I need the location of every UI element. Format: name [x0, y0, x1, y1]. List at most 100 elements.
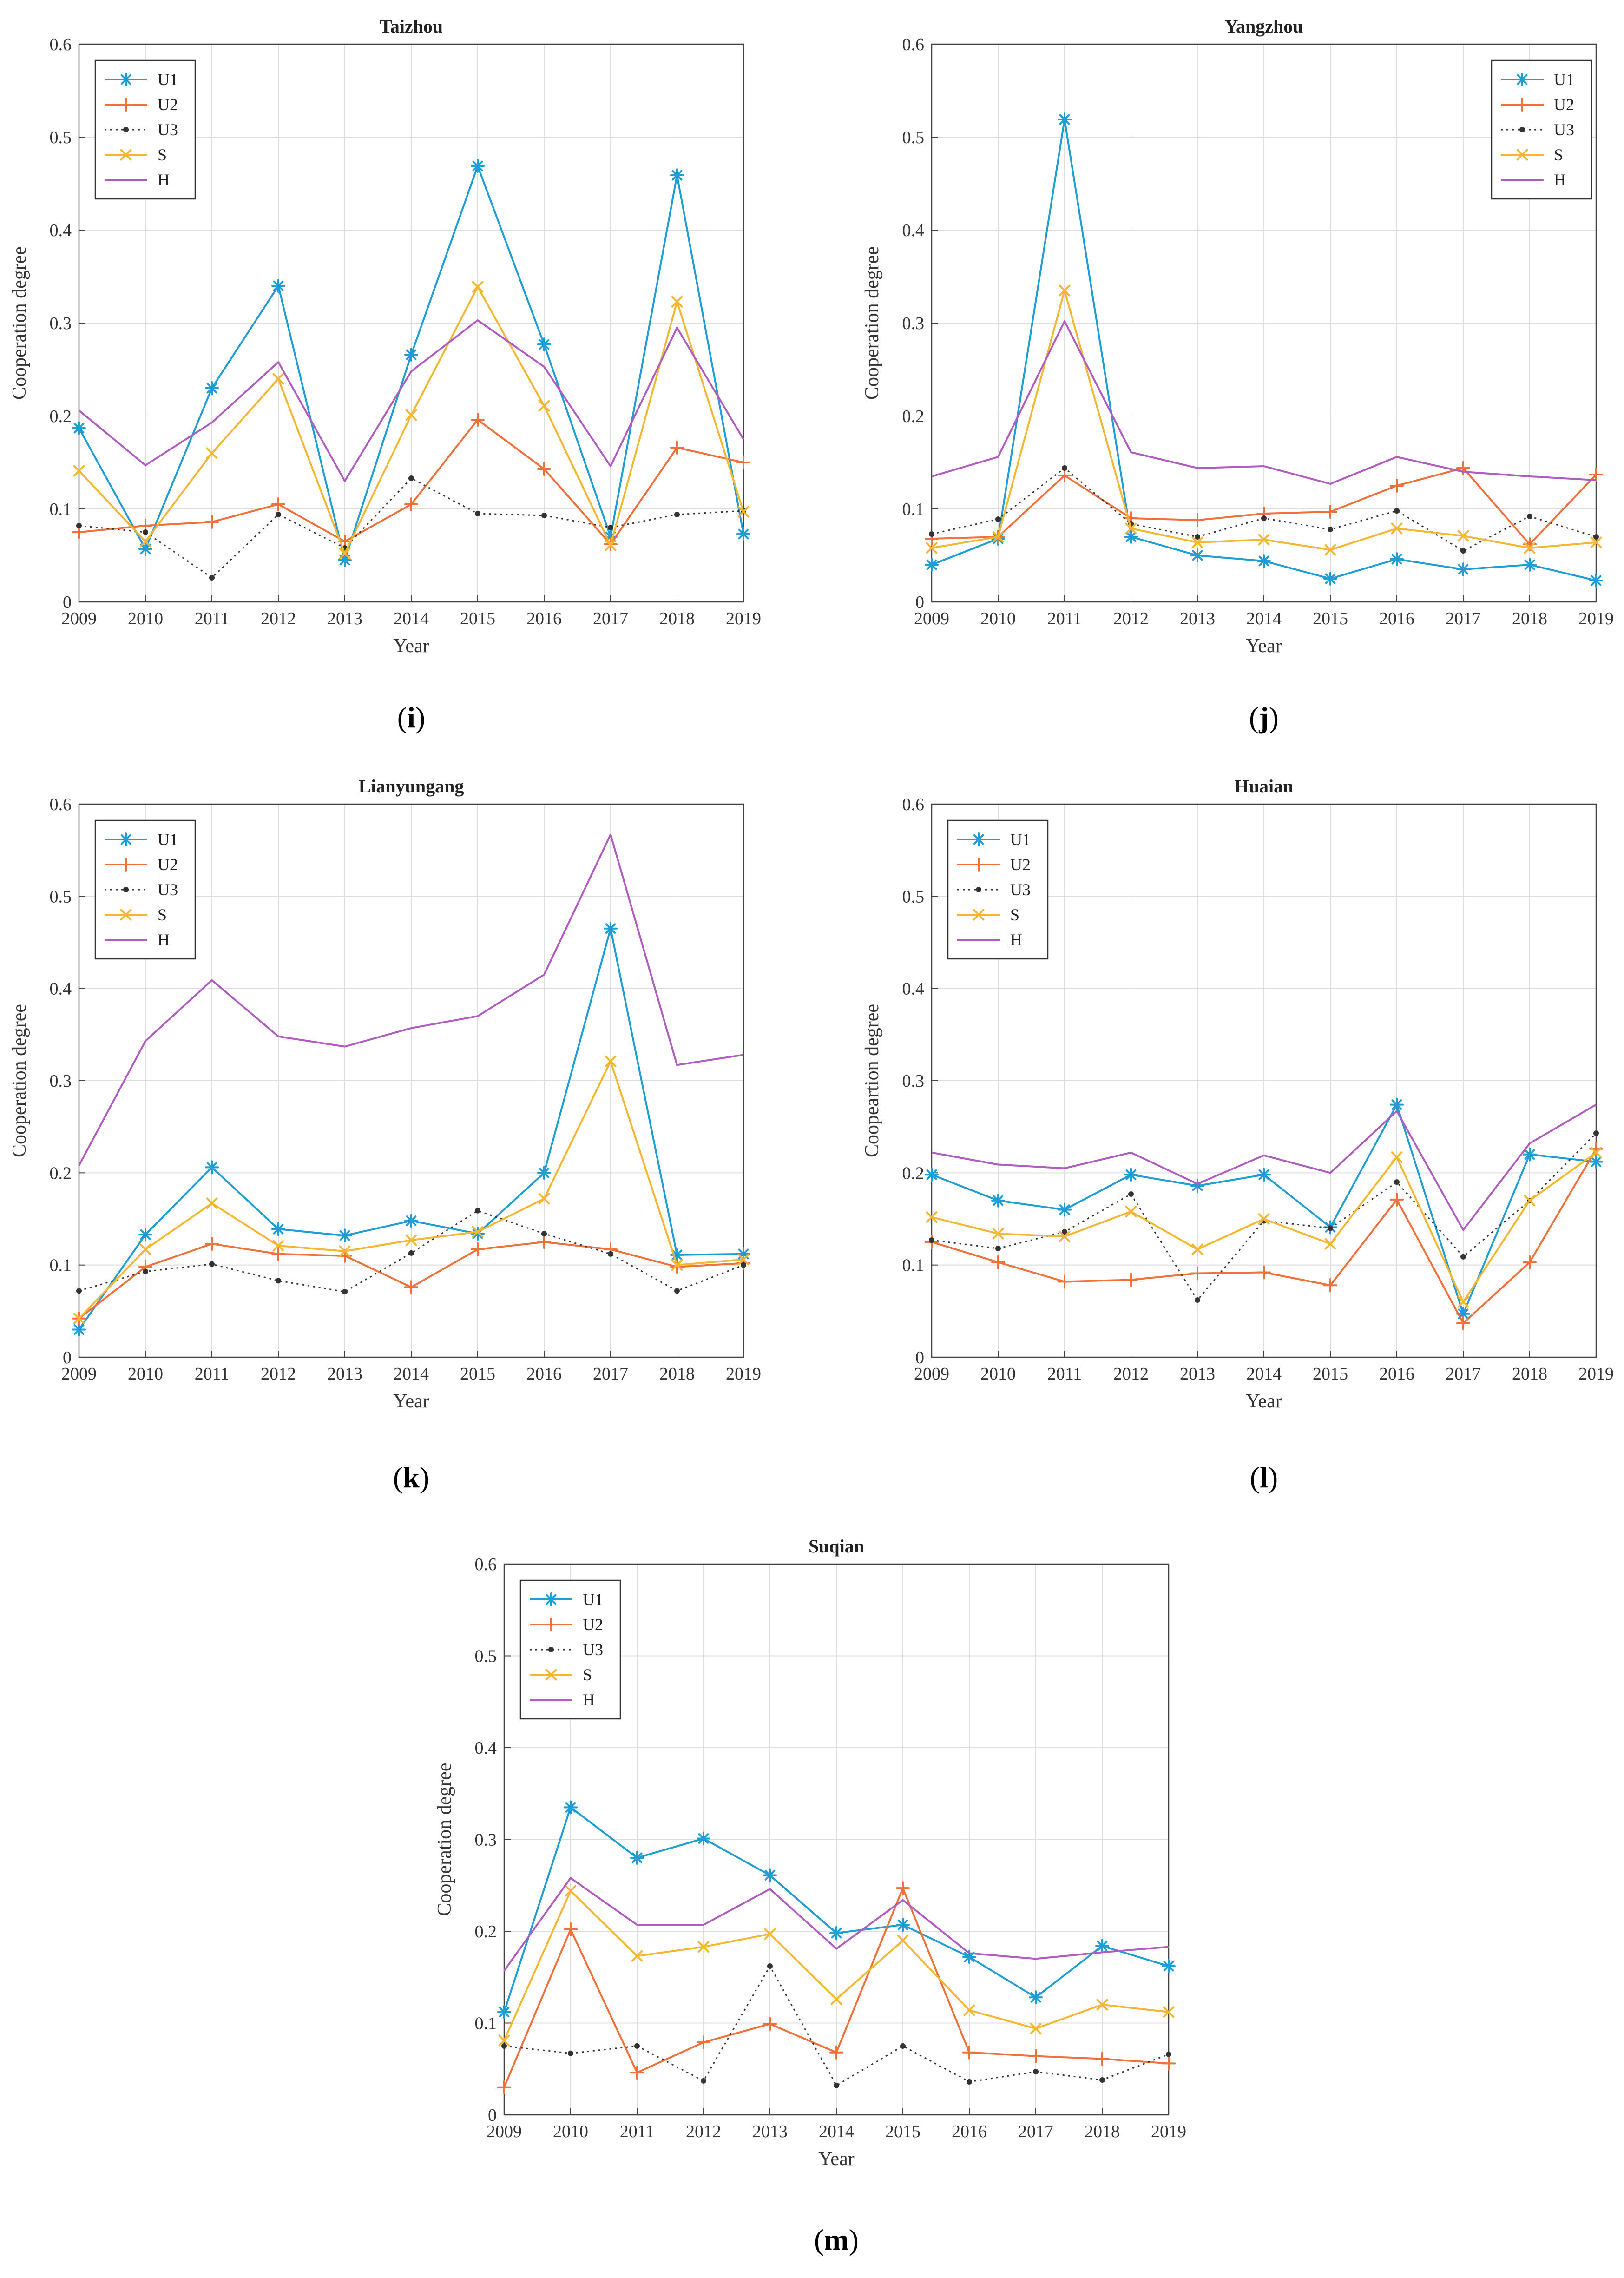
data-point-U1 [205, 1160, 219, 1175]
series-line-H [78, 833, 744, 1166]
legend-label-H: H [1010, 931, 1022, 949]
data-point-S [498, 2034, 510, 2047]
series-U1 [72, 921, 750, 1337]
x-tick-label: 2014 [394, 609, 429, 628]
data-point-U1 [1058, 112, 1072, 126]
legend-marker-U2 [972, 858, 986, 872]
data-point-U1 [471, 159, 485, 173]
legend-marker-U3 [976, 887, 981, 892]
data-point-U2 [1058, 469, 1072, 482]
legend-marker-U3 [548, 1647, 554, 1652]
y-axis-label: Cooperation degree [434, 1763, 455, 1916]
legend-marker-S [545, 1669, 557, 1681]
panel-label: (i) [397, 701, 425, 734]
x-tick-label: 2009 [914, 1364, 949, 1384]
data-point-S [671, 296, 683, 308]
data-point-U1 [537, 337, 551, 351]
x-tick-label: 2018 [659, 609, 695, 628]
panel-label: (m) [814, 2223, 859, 2256]
data-point-U1 [72, 421, 86, 435]
legend-marker-U3 [1519, 127, 1525, 132]
data-point-S [1457, 1296, 1469, 1308]
data-point-U2 [1190, 513, 1204, 527]
legend: U1 U2 U3 SH [94, 819, 196, 960]
data-point-U3 [1166, 2051, 1171, 2057]
x-tick-label: 2019 [1578, 1364, 1614, 1384]
x-tick-label: 2010 [553, 2122, 588, 2141]
data-point-U3 [143, 529, 148, 535]
x-tick-label: 2009 [61, 1364, 97, 1384]
x-tick-label: 2017 [1446, 609, 1481, 628]
x-tick-label: 2011 [1047, 609, 1082, 628]
series-H [78, 833, 744, 1166]
y-tick-label: 0.4 [475, 1738, 497, 1758]
data-point-S [1457, 530, 1469, 542]
y-tick-label: 0.4 [902, 979, 925, 999]
chart-panel-i: 2009 2010 2011 2012 2013 2014 2015 2016 2017 2018… [9, 16, 761, 734]
data-point-U1 [670, 168, 684, 182]
data-point-U3 [1261, 515, 1267, 521]
data-point-U2 [1257, 1265, 1271, 1280]
data-point-S [139, 535, 151, 548]
data-point-U1 [338, 1228, 352, 1243]
y-tick-label: 0.3 [902, 1071, 925, 1091]
x-tick-label: 2011 [195, 609, 230, 628]
data-point-U1 [138, 542, 152, 556]
series-line-U3 [79, 477, 744, 579]
legend-label-S: S [1554, 145, 1563, 164]
data-point-U1 [1323, 572, 1337, 586]
data-point-U1 [1124, 1168, 1138, 1182]
y-tick-label: 0 [63, 593, 72, 612]
data-point-U3 [541, 1231, 547, 1237]
data-point-S [1590, 1147, 1602, 1159]
series-U3 [76, 1208, 746, 1295]
legend-label-S: S [158, 145, 167, 164]
data-point-U2 [1589, 468, 1603, 482]
data-point-U2 [1124, 1273, 1138, 1287]
data-point-U1 [404, 348, 418, 362]
x-tick-label: 2015 [1313, 609, 1348, 628]
data-point-U1 [1257, 554, 1271, 568]
legend-label-U2: U2 [1554, 95, 1574, 114]
x-tick-label: 2016 [1379, 1364, 1414, 1384]
y-tick-label: 0.6 [50, 795, 72, 814]
chart-title: Huaian [1235, 776, 1294, 797]
data-point-U3 [568, 2050, 573, 2056]
y-tick-label: 0.1 [50, 1256, 72, 1275]
panel-label: (k) [393, 1461, 429, 1494]
x-tick-label: 2013 [327, 1364, 362, 1384]
y-tick-label: 0.3 [50, 1071, 72, 1091]
y-tick-label: 0.1 [902, 1256, 925, 1275]
data-point-U1 [1058, 1202, 1072, 1217]
x-tick-label: 2016 [526, 609, 562, 628]
data-point-U3 [701, 2078, 706, 2084]
data-point-U3 [995, 516, 1001, 522]
data-point-U2 [205, 515, 219, 529]
y-tick-label: 0.4 [50, 979, 72, 999]
chart-panel-m: 2009 2010 2011 2012 2013 2014 2015 2016 2017 2018… [434, 1536, 1186, 2256]
x-tick-label: 2011 [1047, 1364, 1082, 1384]
data-point-S [206, 447, 218, 459]
data-point-U1 [991, 1193, 1005, 1208]
legend-label-H: H [1554, 171, 1566, 189]
data-point-U3 [276, 512, 281, 517]
series-line-U3 [504, 1965, 1169, 2087]
data-point-U1 [1124, 530, 1138, 544]
data-point-S [339, 1245, 351, 1257]
data-point-S [565, 1885, 577, 1897]
data-point-U3 [342, 1289, 348, 1295]
data-point-U3 [929, 1237, 934, 1243]
y-tick-label: 0 [488, 2106, 497, 2125]
legend-marker-U1 [544, 1592, 558, 1606]
x-tick-label: 2013 [327, 609, 362, 628]
data-point-U3 [900, 2043, 906, 2049]
series-S [926, 284, 1602, 556]
data-point-U2 [1058, 1274, 1072, 1289]
data-point-U3 [76, 1288, 82, 1294]
y-tick-label: 0.2 [50, 407, 72, 426]
data-point-U2 [697, 2035, 710, 2049]
data-point-U1 [829, 1926, 843, 1940]
data-point-U2 [829, 2045, 843, 2060]
y-tick-label: 0.5 [902, 128, 925, 147]
x-tick-label: 2012 [686, 2122, 721, 2141]
